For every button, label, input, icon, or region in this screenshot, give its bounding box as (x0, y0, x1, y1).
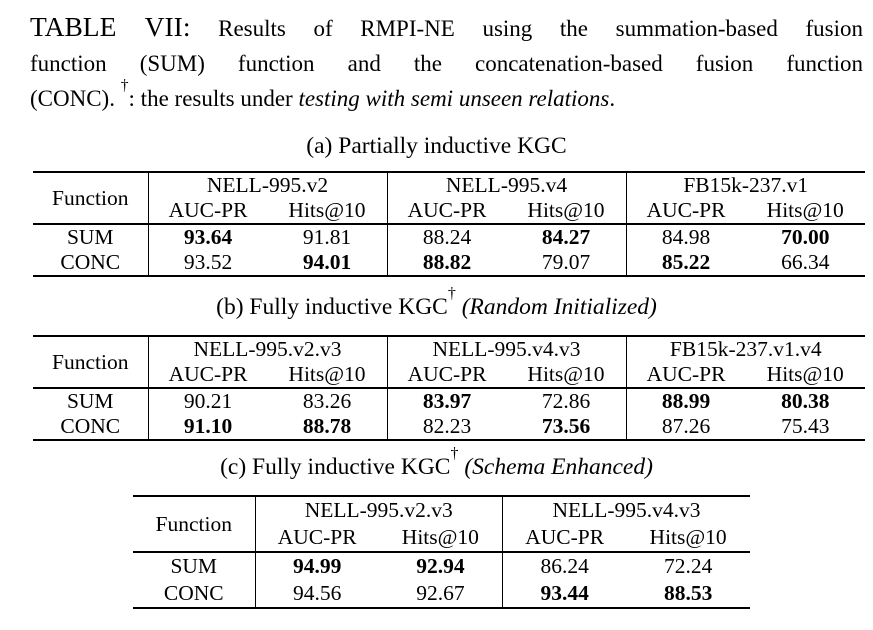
value-cell: 72.24 (663, 554, 713, 578)
metric-header: Hits@10 (506, 362, 626, 389)
value-cell: 72.86 (541, 389, 591, 413)
subcaption-c: (c) Fully inductive KGC† (Schema Enhance… (220, 444, 653, 480)
caption-line-3: (CONC). †: the results under testing wit… (30, 77, 616, 111)
value-cell: 87.26 (625, 414, 746, 440)
row-label: CONC (60, 414, 121, 438)
dataset-header: NELL-995.v2 (147, 172, 387, 198)
metric-header: Hits@10 (626, 524, 750, 553)
dagger-icon: † (447, 284, 456, 302)
metric-header: Hits@10 (506, 198, 626, 225)
function-column-header: Function (133, 496, 255, 553)
row-label: SUM (170, 554, 218, 578)
table-row: CONC 93.52 94.01 88.82 79.07 85.22 66.34 (33, 250, 865, 276)
value-cell: 70.00 (781, 225, 830, 249)
table-fully-inductive-schema: Function NELL-995.v2.v3 NELL-995.v4.v3 A… (133, 495, 750, 609)
value-cell: 66.34 (781, 250, 830, 274)
dataset-header: NELL-995.v2.v3 (254, 496, 503, 524)
caption-line-2: function (SUM) function and the concaten… (30, 51, 863, 76)
dataset-header: FB15k-237.v1.v4 (625, 336, 865, 362)
value-cell: 75.43 (781, 414, 830, 438)
value-cell: 84.98 (625, 224, 746, 250)
dagger-icon: † (450, 444, 459, 462)
value-cell: 91.81 (302, 225, 352, 249)
table-row: SUM 90.21 83.26 83.97 72.86 88.99 80.38 (33, 388, 865, 414)
row-label: CONC (60, 250, 121, 274)
value-cell: 94.99 (254, 552, 379, 580)
row-label: CONC (163, 581, 224, 605)
value-cell: 88.99 (625, 388, 746, 414)
metric-header: AUC-PR (625, 198, 746, 225)
metric-header-row: AUC-PR Hits@10 AUC-PR Hits@10 AUC-PR Hit… (33, 198, 865, 225)
metric-header: Hits@10 (745, 198, 865, 225)
dataset-header: NELL-995.v4 (386, 172, 626, 198)
value-cell: 79.07 (541, 250, 591, 274)
table-row: CONC 94.56 92.67 93.44 88.53 (133, 580, 750, 608)
subcaption-a: (a) Partially inductive KGC (306, 133, 567, 159)
table-row: SUM 93.64 91.81 88.24 84.27 84.98 70.00 (33, 224, 865, 250)
metric-header: AUC-PR (147, 362, 268, 389)
dataset-header: NELL-995.v4.v3 (502, 496, 750, 524)
value-cell: 88.82 (386, 250, 507, 276)
metric-header: AUC-PR (147, 198, 268, 225)
metric-header: AUC-PR (386, 362, 507, 389)
metric-header: AUC-PR (386, 198, 507, 225)
metric-header-row: AUC-PR Hits@10 AUC-PR Hits@10 AUC-PR Hit… (33, 362, 865, 389)
dataset-header-row: Function NELL-995.v2.v3 NELL-995.v4.v3 (133, 496, 750, 553)
metric-header: Hits@10 (267, 362, 387, 389)
row-label: SUM (66, 225, 114, 249)
caption-line-1: TABLE VII: Results of RMPI-NE using the … (30, 9, 863, 46)
function-column-header: Function (33, 172, 148, 225)
value-cell: 80.38 (781, 389, 830, 413)
value-cell: 86.24 (502, 552, 627, 580)
value-cell: 93.64 (147, 224, 268, 250)
metric-header: Hits@10 (267, 198, 387, 225)
caption-italic-note: testing with semi unseen relations (298, 86, 610, 111)
value-cell: 82.23 (386, 414, 507, 440)
metric-header-row: AUC-PR Hits@10 AUC-PR Hits@10 (133, 524, 750, 553)
dataset-header: NELL-995.v2.v3 (147, 336, 387, 362)
subcaption-b: (b) Fully inductive KGC† (Random Initial… (216, 284, 657, 320)
function-column-header: Function (33, 336, 148, 389)
value-cell: 73.56 (541, 414, 591, 438)
value-cell: 85.22 (625, 250, 746, 276)
value-cell: 84.27 (541, 225, 591, 249)
dagger-icon: † (120, 77, 129, 95)
table-fully-inductive-random: Function NELL-995.v2.v3 NELL-995.v4.v3 F… (33, 335, 865, 441)
value-cell: 88.53 (663, 581, 713, 605)
metric-header: Hits@10 (745, 362, 865, 389)
caption-text: Results of RMPI-NE using the summation-b… (218, 16, 864, 41)
dataset-header-row: Function NELL-995.v2.v3 NELL-995.v4.v3 F… (33, 336, 865, 389)
table-row: SUM 94.99 92.94 86.24 72.24 (133, 552, 750, 580)
metric-header: AUC-PR (625, 362, 746, 389)
table-caption: TABLE VII: Results of RMPI-NE using the … (30, 9, 863, 116)
value-cell: 83.97 (386, 388, 507, 414)
value-cell: 94.56 (254, 580, 379, 608)
value-cell: 88.24 (386, 224, 507, 250)
value-cell: 88.78 (302, 414, 352, 438)
value-cell: 83.26 (302, 389, 352, 413)
value-cell: 92.67 (416, 581, 465, 605)
value-cell: 92.94 (416, 554, 465, 578)
value-cell: 93.52 (147, 250, 268, 276)
value-cell: 93.44 (502, 580, 627, 608)
dataset-header-row: Function NELL-995.v2 NELL-995.v4 FB15k-2… (33, 172, 865, 225)
table-row: CONC 91.10 88.78 82.23 73.56 87.26 75.43 (33, 414, 865, 440)
dataset-header: FB15k-237.v1 (625, 172, 865, 198)
value-cell: 90.21 (147, 388, 268, 414)
metric-header: Hits@10 (378, 524, 503, 553)
metric-header: AUC-PR (254, 524, 379, 553)
value-cell: 91.10 (147, 414, 268, 440)
row-label: SUM (66, 389, 114, 413)
metric-header: AUC-PR (502, 524, 627, 553)
dataset-header: NELL-995.v4.v3 (386, 336, 626, 362)
value-cell: 94.01 (302, 250, 352, 274)
table-partially-inductive: Function NELL-995.v2 NELL-995.v4 FB15k-2… (33, 171, 865, 277)
table-number-label: TABLE VII: (30, 11, 191, 42)
